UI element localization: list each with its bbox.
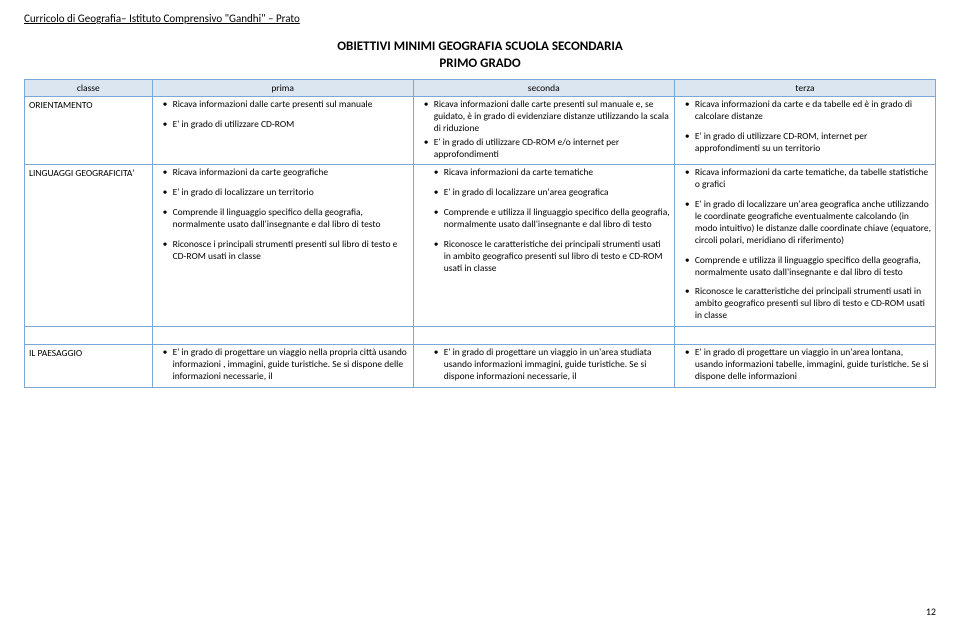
list-item: Ricava informazioni da carte tematiche — [418, 167, 670, 179]
list-item: E' in grado di localizzare un'area geogr… — [418, 187, 670, 199]
list-item: Comprende e utilizza il linguaggio speci… — [679, 255, 931, 279]
list-item: E' in grado di progettare un viaggio in … — [418, 347, 670, 383]
cell: Ricava informazioni da carte tematiche E'… — [413, 165, 674, 327]
list-item: E' in grado di localizzare un territorio — [157, 187, 409, 199]
cell: E' in grado di progettare un viaggio nel… — [152, 345, 413, 388]
row-label: ORIENTAMENTO — [25, 97, 153, 165]
list-item: E' in grado di progettare un viaggio nel… — [157, 347, 409, 383]
cell: E' in grado di progettare un viaggio in … — [413, 345, 674, 388]
list-item: Ricava informazioni da carte e da tabell… — [679, 99, 931, 123]
list-item: Comprende e utilizza il linguaggio speci… — [418, 207, 670, 231]
page-number: 12 — [926, 605, 936, 618]
list-item: Ricava informazioni da carte geografiche — [157, 167, 409, 179]
row-spacer — [25, 327, 936, 345]
list-item: E' in grado di utilizzare CD-ROM e/o int… — [418, 137, 670, 161]
document-title: OBIETTIVI MINIMI GEOGRAFIA SCUOLA SECOND… — [24, 39, 936, 54]
list-item: Comprende il linguaggio specifico della … — [157, 207, 409, 231]
list-item: Ricava informazioni da carte tematiche, … — [679, 167, 931, 191]
list-item: Ricava informazioni dalle carte presenti… — [157, 99, 409, 111]
cell: Ricava informazioni da carte tematiche, … — [674, 165, 935, 327]
row-linguaggi: LINGUAGGI GEOGRAFICITA' Ricava informazi… — [25, 165, 936, 327]
document-header: Curricolo di Geografia– Istituto Compren… — [24, 12, 936, 25]
row-label: LINGUAGGI GEOGRAFICITA' — [25, 165, 153, 327]
col-prima: prima — [152, 80, 413, 97]
curriculum-table: classe prima seconda terza ORIENTAMENTO … — [24, 79, 936, 388]
cell: E' in grado di progettare un viaggio in … — [674, 345, 935, 388]
col-seconda: seconda — [413, 80, 674, 97]
row-paesaggio: IL PAESAGGIO E' in grado di progettare u… — [25, 345, 936, 388]
list-item: E' in grado di utilizzare CD-ROM — [157, 119, 409, 131]
list-item: E' in grado di localizzare un'area geogr… — [679, 199, 931, 247]
list-item: E' in grado di utilizzare CD-ROM, intern… — [679, 131, 931, 155]
row-label: IL PAESAGGIO — [25, 345, 153, 388]
list-item: Riconosce i principali strumenti present… — [157, 239, 409, 263]
list-item: Ricava informazioni dalle carte presenti… — [418, 99, 670, 135]
list-item: Riconosce le caratteristiche dei princip… — [418, 239, 670, 275]
list-item: Riconosce le caratteristiche dei princip… — [679, 286, 931, 322]
col-terza: terza — [674, 80, 935, 97]
list-item: E' in grado di progettare un viaggio in … — [679, 347, 931, 383]
table-header-row: classe prima seconda terza — [25, 80, 936, 97]
col-classe: classe — [25, 80, 153, 97]
cell: Ricava informazioni dalle carte presenti… — [413, 97, 674, 165]
document-subtitle: PRIMO GRADO — [24, 56, 936, 71]
row-orientamento: ORIENTAMENTO Ricava informazioni dalle c… — [25, 97, 936, 165]
cell: Ricava informazioni dalle carte presenti… — [152, 97, 413, 165]
cell: Ricava informazioni da carte e da tabell… — [674, 97, 935, 165]
cell: Ricava informazioni da carte geografiche… — [152, 165, 413, 327]
